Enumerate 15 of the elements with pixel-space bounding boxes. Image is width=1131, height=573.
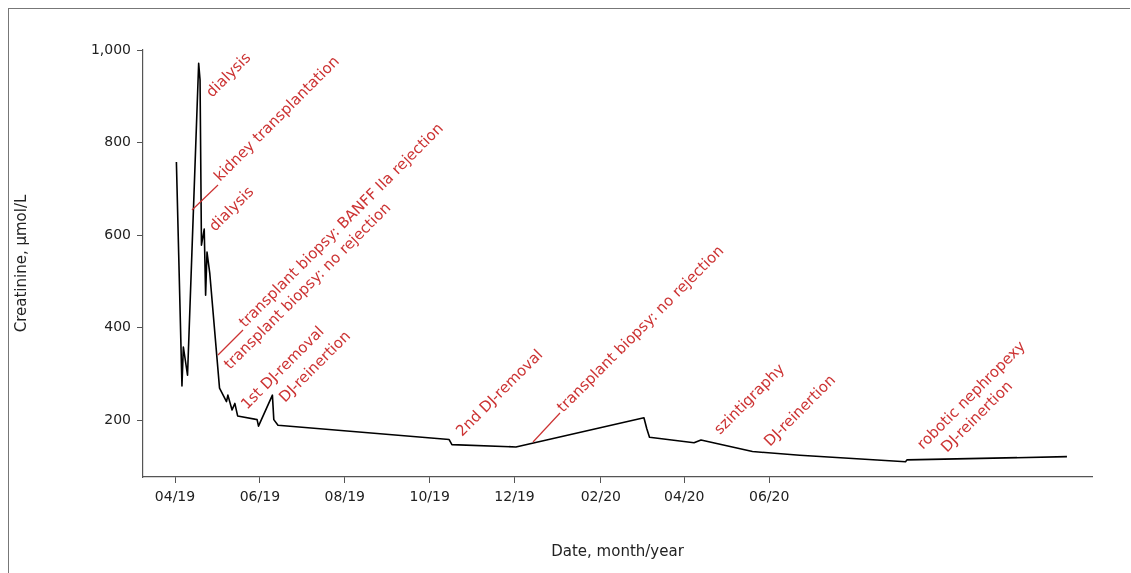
y-tick-label: 600 xyxy=(104,225,131,242)
y-tick-label: 1,000 xyxy=(90,40,131,57)
x-tick-label: 06/19 xyxy=(239,488,281,505)
x-axis-title: Date, month/year xyxy=(551,541,685,560)
x-tick-label: 08/19 xyxy=(324,488,365,505)
y-tick-label: 400 xyxy=(104,318,131,335)
x-tick-label: 04/19 xyxy=(154,488,196,505)
y-tick-label: 200 xyxy=(104,410,131,427)
x-tick-label: 02/20 xyxy=(580,488,621,505)
y-axis-title: Creatinine, μmol/L xyxy=(11,194,30,333)
y-tick-label: 800 xyxy=(104,133,131,150)
x-tick-label: 10/19 xyxy=(409,488,450,505)
x-tick-label: 06/20 xyxy=(748,488,790,505)
x-tick-label: 04/20 xyxy=(664,488,705,505)
x-tick-label: 12/19 xyxy=(494,488,535,505)
